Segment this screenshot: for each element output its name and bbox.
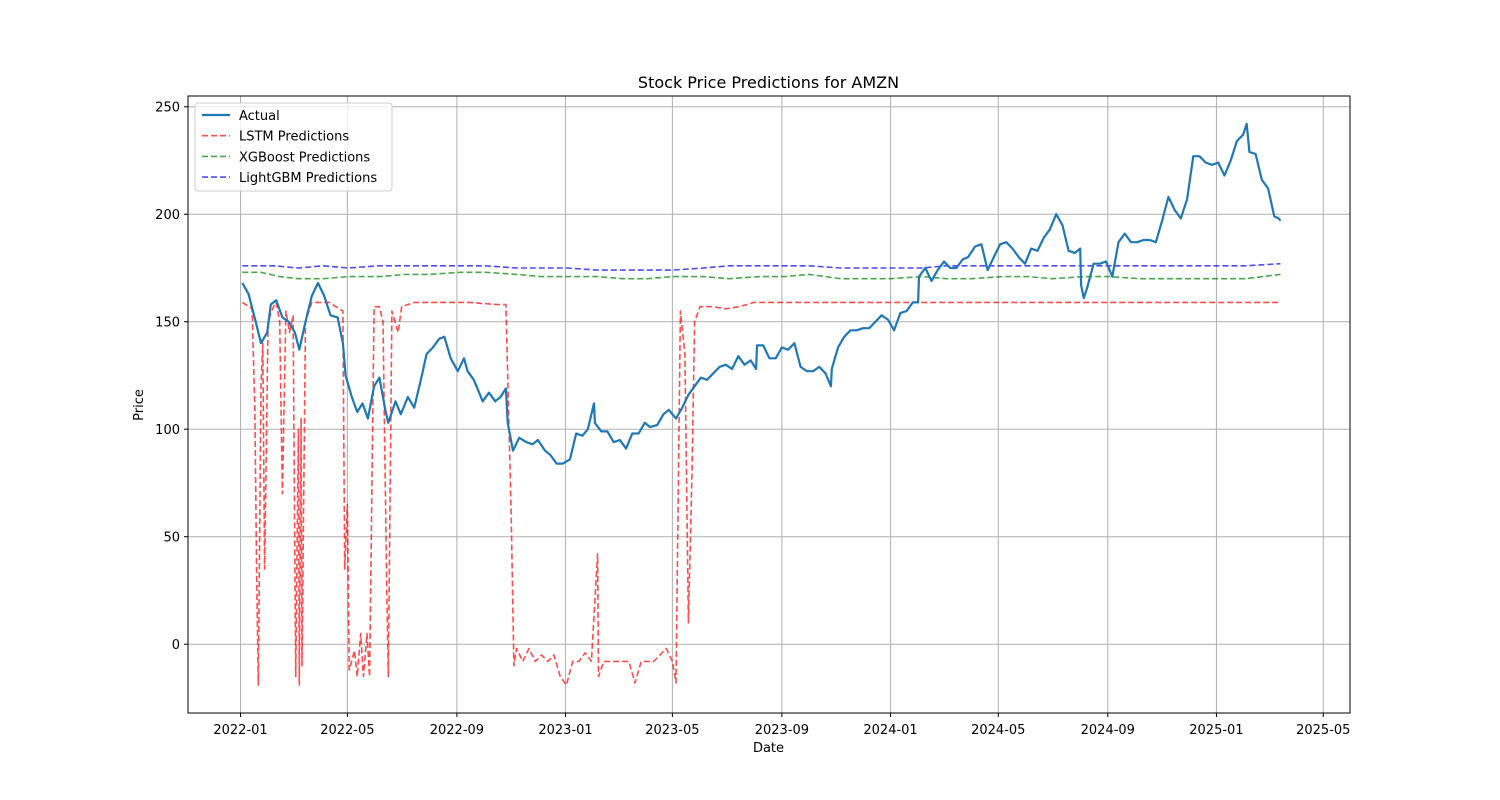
x-tick-label: 2022-01 [213,723,267,738]
plot-frame [187,95,1351,714]
legend-label: LSTM Predictions [239,130,349,145]
y-tick-label: 200 [155,208,180,223]
chart-title: Stock Price Predictions for AMZN [638,73,899,92]
y-tick-label: 250 [155,101,180,116]
legend-label: Actual [239,109,280,124]
grid [188,96,1350,713]
axis-ticks: 2022-01 2022-05 2022-09 2023-01 2023-05 2023-… [155,101,1350,738]
x-tick-label: 2022-05 [320,723,374,738]
x-tick-label: 2024-09 [1081,723,1135,738]
y-tick-label: 0 [172,638,180,653]
x-tick-label: 2024-01 [863,723,917,738]
x-tick-label: 2025-05 [1296,723,1350,738]
y-tick-label: 150 [155,316,180,331]
x-tick-label: 2023-01 [538,723,592,738]
x-tick-label: 2022-09 [430,723,484,738]
x-axis-title: Date [753,741,784,756]
x-tick-label: 2024-05 [971,723,1025,738]
series-line-lightgbm-predictions [242,262,1281,271]
legend-label: XGBoost Predictions [239,150,370,165]
series-line-xgboost-predictions [242,271,1281,280]
y-tick-label: 50 [163,531,180,546]
series-layer [241,122,1282,686]
legend: Actual LSTM Predictions XGBoost Prediction… [194,102,393,192]
x-tick-label: 2025-01 [1189,723,1243,738]
legend-box [194,102,393,192]
x-tick-label: 2023-05 [645,723,699,738]
series-line-actual [241,122,1282,465]
y-tick-label: 100 [155,423,180,438]
x-tick-label: 2023-09 [755,723,809,738]
series-line-lstm-predictions [241,301,1281,686]
legend-label: LightGBM Predictions [239,171,377,186]
y-axis-title: Price [132,389,147,421]
